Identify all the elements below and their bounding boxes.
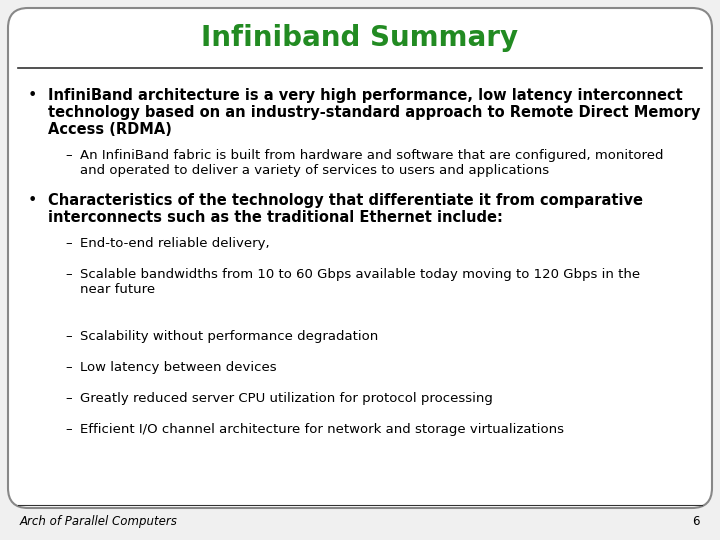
Text: Greatly reduced server CPU utilization for protocol processing: Greatly reduced server CPU utilization f…	[80, 392, 493, 405]
Text: interconnects such as the traditional Ethernet include:: interconnects such as the traditional Et…	[48, 210, 503, 225]
Text: –: –	[65, 237, 71, 250]
Text: Scalability without performance degradation: Scalability without performance degradat…	[80, 330, 378, 343]
Text: End-to-end reliable delivery,: End-to-end reliable delivery,	[80, 237, 269, 250]
Text: Arch of Parallel Computers: Arch of Parallel Computers	[20, 515, 178, 528]
Text: –: –	[65, 361, 71, 374]
Text: An InfiniBand fabric is built from hardware and software that are configured, mo: An InfiniBand fabric is built from hardw…	[80, 149, 664, 162]
Text: Low latency between devices: Low latency between devices	[80, 361, 276, 374]
Text: Access (RDMA): Access (RDMA)	[48, 122, 172, 137]
Text: technology based on an industry-standard approach to Remote Direct Memory: technology based on an industry-standard…	[48, 105, 701, 120]
Text: Scalable bandwidths from 10 to 60 Gbps available today moving to 120 Gbps in the: Scalable bandwidths from 10 to 60 Gbps a…	[80, 268, 640, 281]
Text: Infiniband Summary: Infiniband Summary	[202, 24, 518, 52]
Text: –: –	[65, 268, 71, 281]
FancyBboxPatch shape	[8, 8, 712, 508]
Text: –: –	[65, 149, 71, 162]
Text: Efficient I/O channel architecture for network and storage virtualizations: Efficient I/O channel architecture for n…	[80, 423, 564, 436]
Text: Characteristics of the technology that differentiate it from comparative: Characteristics of the technology that d…	[48, 193, 643, 208]
Text: near future: near future	[80, 283, 155, 296]
Text: and operated to deliver a variety of services to users and applications: and operated to deliver a variety of ser…	[80, 164, 549, 177]
Text: –: –	[65, 392, 71, 405]
Text: –: –	[65, 423, 71, 436]
Text: InfiniBand architecture is a very high performance, low latency interconnect: InfiniBand architecture is a very high p…	[48, 88, 683, 103]
Text: 6: 6	[693, 515, 700, 528]
Text: •: •	[28, 88, 37, 103]
Text: •: •	[28, 193, 37, 208]
Text: –: –	[65, 330, 71, 343]
